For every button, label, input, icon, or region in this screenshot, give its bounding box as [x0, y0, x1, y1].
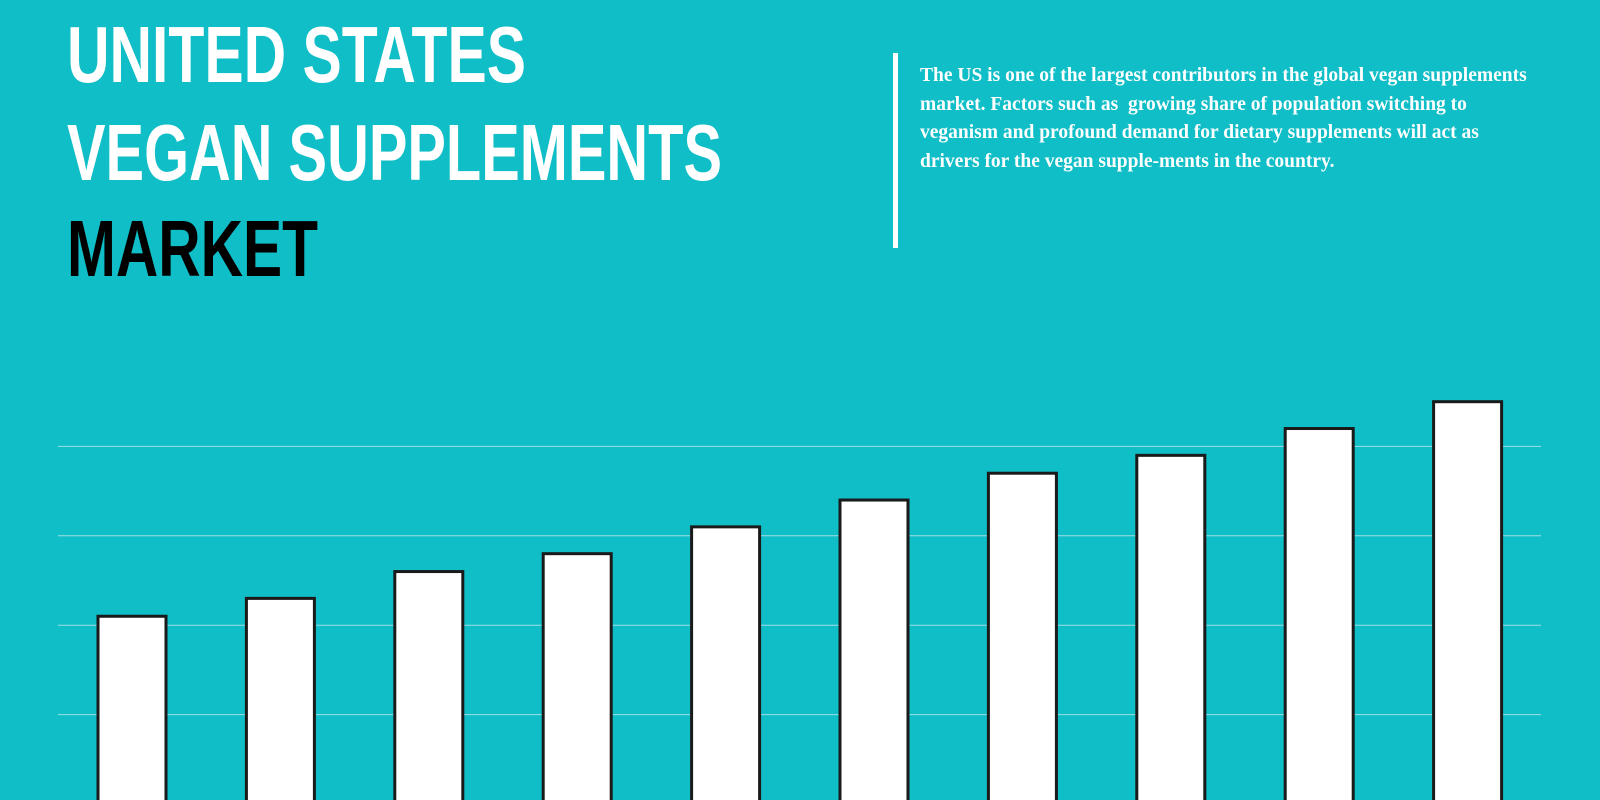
bar: [1283, 427, 1355, 800]
chart-title: VEGAN SUPPLEMENTS: [67, 108, 722, 197]
bar: [838, 498, 910, 800]
bar: [1432, 400, 1504, 800]
bar: [541, 552, 613, 800]
bar: [690, 525, 762, 800]
chart-title: MARKET: [67, 204, 318, 293]
divider: [893, 53, 898, 248]
chart-title: UNITED STATES: [67, 10, 526, 99]
bar: [244, 596, 316, 800]
description: The US is one of the largest contributor…: [920, 65, 1532, 172]
bar: [986, 471, 1058, 800]
bar: [1135, 453, 1207, 800]
bar: [393, 570, 465, 800]
bar: [96, 614, 168, 800]
